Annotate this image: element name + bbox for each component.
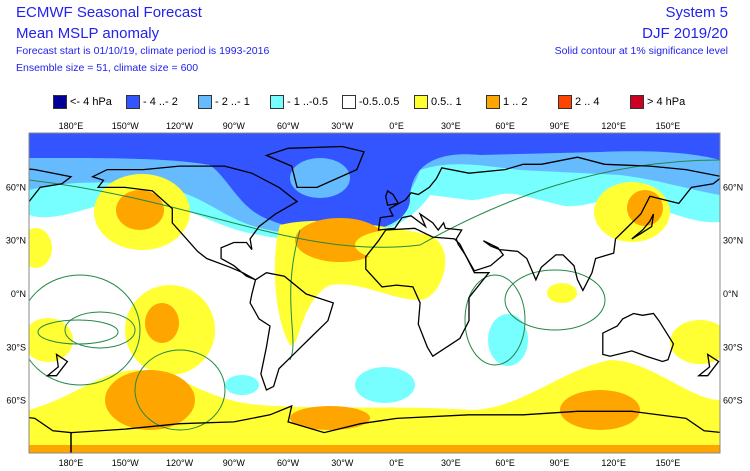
- lon-label-bottom: 30°W: [331, 458, 354, 468]
- lat-label-right: 60°S: [723, 396, 743, 406]
- lon-label-top: 60°E: [495, 121, 515, 131]
- map-title: ECMWF Seasonal Forecast: [16, 4, 202, 21]
- positive-southern-band: [29, 360, 720, 453]
- coastline-namerica: [744, 166, 750, 280]
- significance-note: Solid contour at 1% significance level: [554, 45, 728, 57]
- coastline-namerica: [90, 165, 299, 281]
- coastline-greenland: [264, 145, 365, 189]
- legend-swatch: [270, 95, 284, 109]
- map-axes: 180°E 180°E 150°W 150°W 120°W 120°W 90°W 90°W 60…: [6, 121, 743, 468]
- lon-label-top: 0°E: [389, 121, 404, 131]
- lon-label-bottom: 120°W: [166, 458, 194, 468]
- significance-contours: [29, 159, 720, 431]
- legend-label: - 4 ..- 2: [143, 96, 178, 108]
- coastline-japan: [0, 214, 2, 239]
- legend-item: - 1 ..-0.5: [270, 95, 328, 109]
- legend-swatch: [414, 95, 428, 109]
- lon-label-bottom: 60°W: [277, 458, 300, 468]
- lon-label-bottom: 60°E: [495, 458, 515, 468]
- coastline-antarctica: [29, 416, 72, 453]
- coastline-nz: [696, 353, 720, 377]
- lon-label-top: 150°E: [656, 121, 681, 131]
- lon-label-bottom: 0°E: [389, 458, 404, 468]
- map-subtitle: Mean MSLP anomaly: [16, 25, 160, 42]
- lon-label-top: 30°E: [441, 121, 461, 131]
- legend-swatch: [486, 95, 500, 109]
- system-label: System 5: [665, 4, 728, 21]
- legend-swatch: [342, 95, 356, 109]
- legend-label: -0.5..0.5: [359, 96, 400, 108]
- lat-label-left: 0°N: [11, 289, 26, 299]
- legend-swatch: [198, 95, 212, 109]
- lat-label-right: 0°N: [723, 289, 738, 299]
- legend-item: -0.5..0.5: [342, 95, 399, 109]
- lon-label-top: 120°E: [601, 121, 626, 131]
- legend-item: - 4 ..- 2: [126, 95, 178, 109]
- coastlines: [0, 145, 750, 454]
- lon-label-bottom: 180°E: [59, 458, 84, 468]
- lon-label-top: 120°W: [166, 121, 194, 131]
- coastline-uk: [385, 189, 400, 206]
- coastline-samerica: [249, 272, 335, 391]
- forecast-info: Forecast start is 01/10/19, climate peri…: [16, 45, 270, 57]
- legend-label: 1 .. 2: [503, 96, 528, 108]
- lon-label-top: 150°W: [112, 121, 140, 131]
- lon-label-bottom: 90°W: [223, 458, 246, 468]
- legend-label: - 1 ..-0.5: [287, 96, 328, 108]
- legend-swatch: [126, 95, 140, 109]
- lat-label-left: 30°N: [6, 236, 26, 246]
- lat-label-right: 30°N: [723, 236, 743, 246]
- coastline-australia: [0, 314, 22, 362]
- coastline-japan: [631, 213, 655, 240]
- legend-swatch: [630, 95, 644, 109]
- lon-label-top: 60°W: [277, 121, 300, 131]
- lat-label-left: 60°N: [6, 182, 26, 192]
- legend-item: - 2 ..- 1: [198, 95, 250, 109]
- lon-label-bottom: 120°E: [601, 458, 626, 468]
- season-label: DJF 2019/20: [642, 25, 728, 42]
- coastline-antarctica: [70, 404, 720, 453]
- map-frame: [28, 132, 721, 454]
- legend-item: 2 .. 4: [558, 95, 599, 109]
- legend-swatch: [558, 95, 572, 109]
- legend-label: - 2 ..- 1: [215, 96, 250, 108]
- coastline-australia: [602, 312, 675, 363]
- coastline-nz: [45, 353, 69, 377]
- coastline-antarctica: [722, 406, 750, 454]
- legend-label: 2 .. 4: [575, 96, 600, 108]
- lon-label-top: 180°E: [59, 121, 84, 131]
- legend-item: 0.5.. 1: [414, 95, 462, 109]
- legend-swatch: [53, 95, 67, 109]
- legend-item: 1 .. 2: [486, 95, 527, 109]
- legend-label: 0.5.. 1: [431, 96, 462, 108]
- lon-label-bottom: 90°E: [550, 458, 570, 468]
- lat-label-left: 30°S: [6, 342, 26, 352]
- legend-label: > 4 hPa: [647, 96, 686, 108]
- lon-label-bottom: 150°E: [656, 458, 681, 468]
- lat-label-right: 60°N: [723, 182, 743, 192]
- legend-item: <- 4 hPa: [53, 95, 112, 109]
- legend-label: <- 4 hPa: [70, 96, 112, 108]
- negative-indian-ocean: [488, 314, 528, 366]
- lat-label-left: 60°S: [6, 396, 26, 406]
- anomaly-fields: [29, 133, 720, 453]
- lon-label-bottom: 30°E: [441, 458, 461, 468]
- lat-label-right: 30°S: [723, 342, 743, 352]
- lon-label-top: 90°W: [223, 121, 246, 131]
- legend-item: > 4 hPa: [630, 95, 685, 109]
- coastline-africa: [365, 227, 491, 358]
- lon-label-bottom: 150°W: [112, 458, 140, 468]
- lon-label-top: 90°E: [550, 121, 570, 131]
- blue-region: [29, 133, 720, 234]
- ensemble-info: Ensemble size = 51, climate size = 600: [16, 62, 199, 74]
- lon-label-top: 30°W: [331, 121, 354, 131]
- coastline-eurasia: [377, 156, 720, 292]
